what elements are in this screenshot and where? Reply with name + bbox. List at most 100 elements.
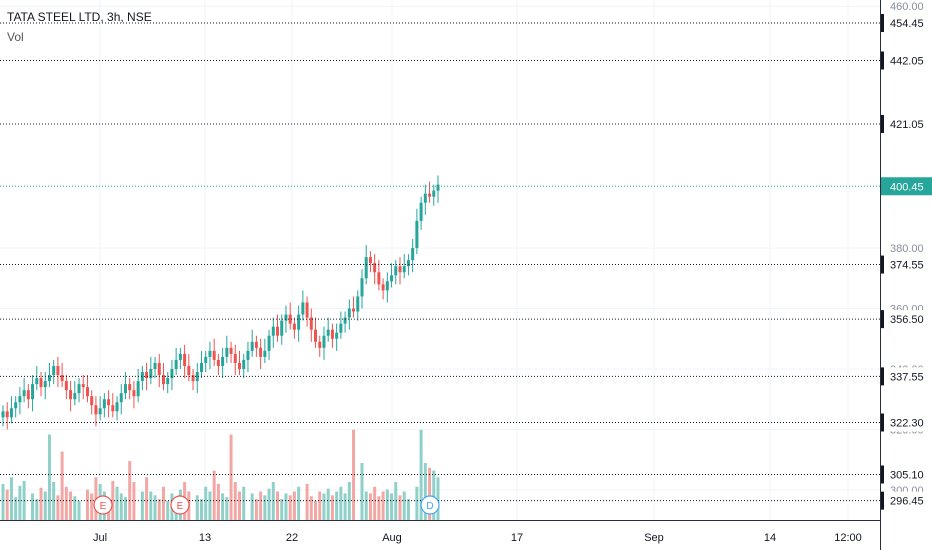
level-label-marker [881,114,884,133]
volume-bar [428,467,432,520]
level-label-bg [881,114,932,133]
volume-bar [381,491,385,520]
level-label-bg [881,367,932,386]
volume-bar [343,493,347,520]
event-marker[interactable] [170,495,190,515]
volume-bar [385,489,389,520]
candle-body [123,384,127,394]
candle-body [335,332,339,339]
volume-bar [128,461,132,520]
event-marker[interactable] [420,495,440,515]
candle-body [1,411,5,418]
candle-body [263,350,267,357]
volume-bar [297,486,301,520]
volume-bar [9,477,13,520]
symbol-label: TATA STEEL LTD, 3h, NSE [7,10,152,24]
candle-body [216,359,220,366]
candle-body [432,190,436,197]
candle-body [267,335,271,351]
candle-body [73,393,77,400]
volume-bar [132,482,136,520]
candle-body [9,408,13,418]
volume-bar [119,493,123,520]
candle-body [77,384,81,394]
candle-body [64,381,68,391]
candle-body [157,362,161,376]
candle-body [309,317,313,330]
candle-body [229,347,233,354]
volume-bar [263,495,267,520]
candle-body [111,405,115,412]
candle-body [208,350,212,357]
volume-bar [153,495,157,520]
candle-body [22,390,26,397]
candle-body [221,356,225,366]
candle-body [322,335,326,348]
candle-body [136,381,140,397]
volume-bar [318,491,322,520]
price-tick-label: 460.00 [890,1,924,13]
volume-bar [238,491,242,520]
volume-bar [69,491,73,520]
candle-body [356,296,360,312]
level-label-bg [881,413,932,432]
time-tick-label: 17 [511,532,523,544]
level-label-marker [881,51,884,70]
volume-bar [309,496,313,520]
volume-bar [47,434,51,520]
volume-bar [288,495,292,520]
volume-bar [250,493,254,520]
candle-body [94,405,98,415]
candle-body [204,356,208,363]
candle-body [419,202,423,221]
chart-legend: TATA STEEL LTD, 3h, NSE Vol [7,10,152,44]
volume-bar [14,497,18,520]
volume-bar [276,491,280,520]
volume-bar [330,495,334,520]
candle-body [115,402,119,412]
event-marker[interactable] [93,495,113,515]
candle-body [225,347,229,357]
volume-bar [216,483,220,520]
event-marker-label: E [177,501,184,512]
volume-bar [199,499,203,520]
time-tick-label: Jul [93,532,107,544]
volume-bar [225,497,229,520]
candle-body [390,275,394,282]
candle-body [187,365,191,376]
candle-body [288,314,292,324]
candle-body [385,281,389,291]
candle-body [81,384,85,388]
volume-bar [195,495,199,520]
event-marker-label: D [426,501,433,512]
candle-body [60,375,64,382]
level-label-marker [881,413,884,432]
level-label: 296.45 [890,496,924,508]
time-tick-label: 12:00 [834,532,862,544]
level-label-bg [881,51,932,70]
event-marker-label: E [100,501,107,512]
level-label: 305.10 [890,469,924,481]
candle-body [343,317,347,324]
candle-body [292,323,296,330]
volume-bar [305,483,309,520]
level-label: 374.55 [890,260,924,272]
level-label-marker [881,310,884,329]
volume-bar [212,470,216,520]
volume-bar [229,434,233,520]
volume-bar [364,491,368,520]
volume-bar [335,491,339,520]
level-label: 454.45 [890,18,924,30]
volume-bar [292,491,296,520]
candle-body [166,378,170,385]
candle-body [233,353,237,363]
level-label-marker [881,14,884,33]
level-label-marker [881,255,884,274]
volume-bar [39,487,43,520]
candle-body [43,381,47,388]
level-label: 356.50 [890,314,924,326]
candle-body [326,329,330,336]
candle-body [183,353,187,366]
